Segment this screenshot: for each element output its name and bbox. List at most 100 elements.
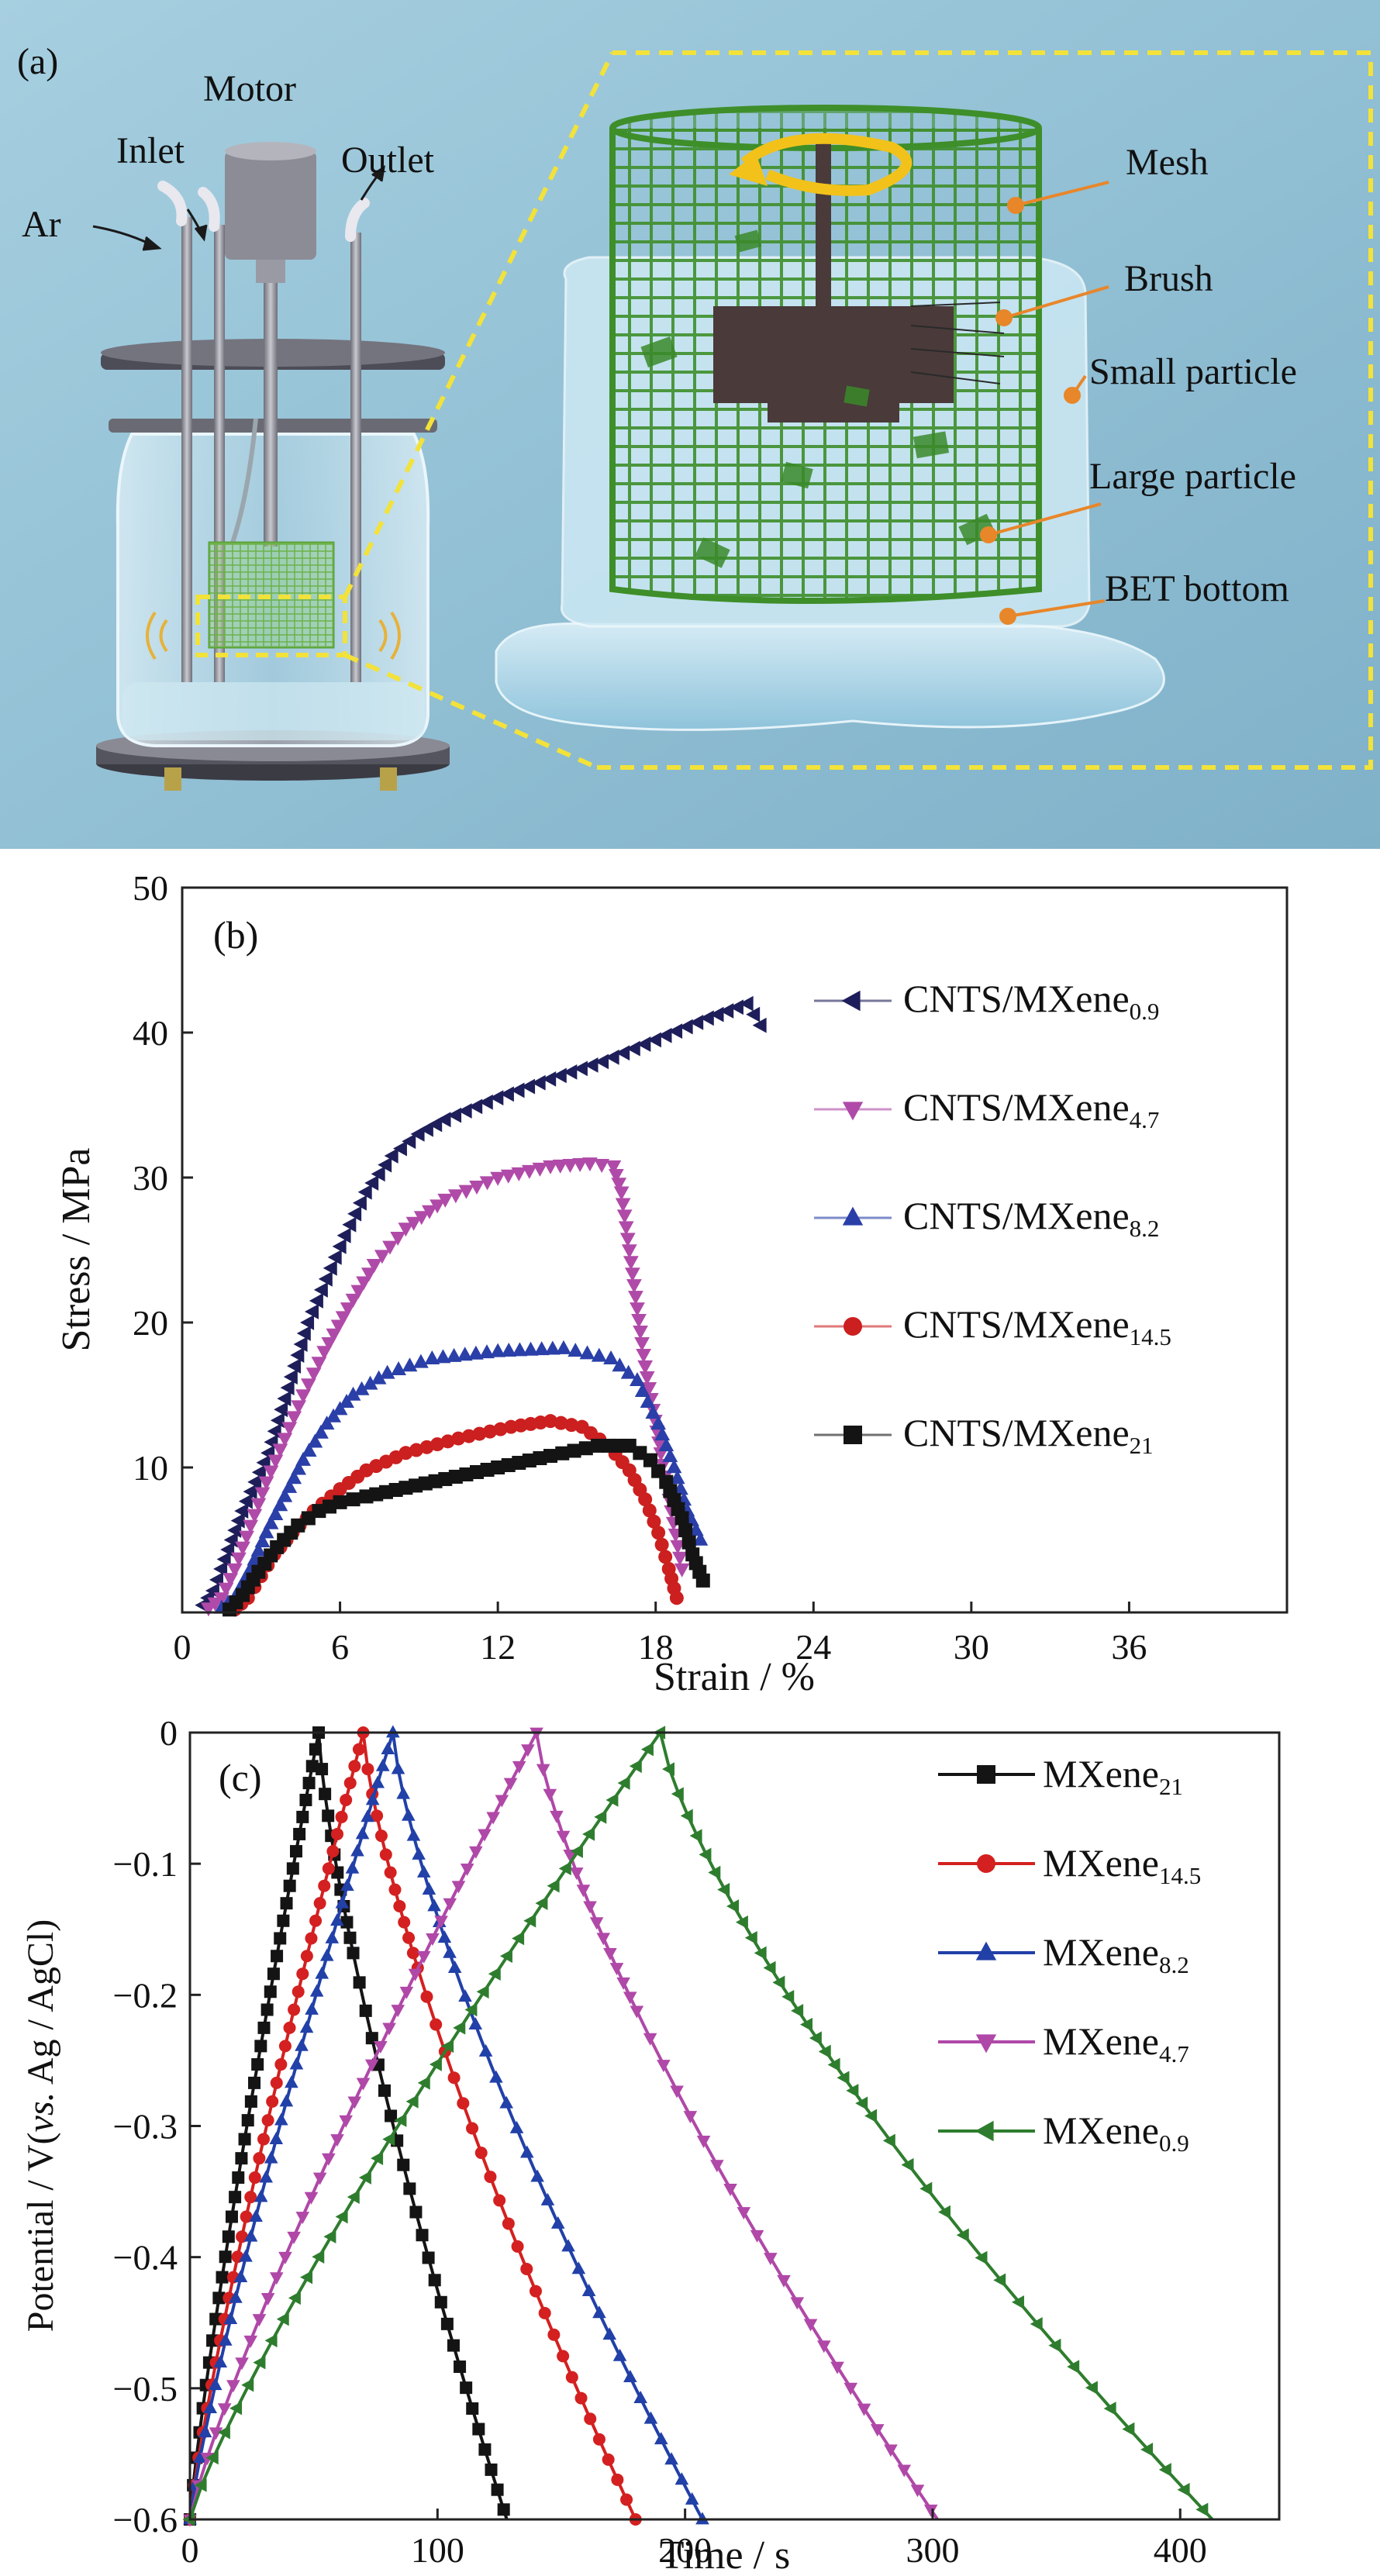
data-point [938, 2205, 951, 2219]
data-point [390, 1231, 406, 1246]
data-point [540, 2192, 555, 2205]
data-point [260, 2292, 275, 2305]
data-point [342, 1216, 357, 1233]
label-ar: Ar [22, 204, 61, 245]
data-point [263, 1465, 279, 1480]
data-point [406, 1947, 419, 1960]
y-tick-label: −0.2 [113, 1975, 178, 2015]
data-point [264, 2333, 278, 2348]
data-point [223, 1532, 238, 1548]
data-point [564, 1418, 579, 1433]
data-point [493, 1422, 508, 1436]
data-point [283, 1369, 298, 1385]
data-point [596, 1933, 611, 1946]
data-point [346, 1492, 361, 1507]
data-point [288, 2291, 301, 2305]
data-point [803, 2319, 818, 2332]
data-point [319, 1948, 334, 1961]
data-point [499, 1949, 512, 1964]
data-point [291, 1518, 305, 1533]
data-point [274, 1402, 288, 1418]
data-point [592, 2433, 605, 2446]
data-point [267, 1505, 284, 1520]
data-point [300, 1378, 316, 1393]
y-tick-label: 50 [133, 868, 168, 908]
data-point [239, 2249, 253, 2262]
enlarged-basket [495, 105, 1165, 731]
data-point [366, 1259, 382, 1273]
data-point [345, 1860, 360, 1874]
data-point [458, 1185, 474, 1199]
data-point [251, 1464, 266, 1481]
data-point [643, 2033, 657, 2046]
label-small-particle: Small particle [1089, 351, 1297, 392]
data-point [616, 1045, 630, 1061]
data-point [375, 1758, 390, 1771]
data-point [247, 1509, 263, 1523]
series-0.9 [195, 995, 767, 1613]
data-point [381, 1742, 395, 1755]
data-point [232, 2171, 245, 2185]
data-point [488, 1967, 501, 1981]
data-point [654, 1426, 671, 1441]
data-point [654, 2432, 668, 2445]
data-point [422, 2251, 435, 2264]
data-point [631, 1314, 647, 1329]
data-point [410, 1126, 425, 1142]
data-point [287, 2231, 301, 2244]
data-point [229, 2290, 243, 2303]
data-point [544, 1340, 561, 1355]
data-point [296, 1326, 311, 1341]
legend-label: CNTS/MXene14.5 [903, 1302, 1171, 1350]
data-point [261, 2114, 274, 2127]
data-point [458, 1989, 472, 2002]
data-point [478, 1094, 493, 1110]
data-point [530, 1727, 543, 1740]
data-point [489, 1090, 504, 1106]
data-point [669, 1470, 685, 1485]
data-point [398, 1446, 413, 1460]
data-point [220, 1542, 235, 1557]
data-point [371, 1775, 385, 1788]
data-point [277, 1433, 293, 1447]
data-point [482, 1424, 497, 1439]
data-point [409, 2205, 423, 2219]
data-point [409, 1443, 423, 1457]
data-point [495, 1795, 509, 1808]
data-point [451, 1431, 466, 1446]
data-point [326, 1408, 341, 1422]
data-point [837, 2071, 850, 2085]
data-point [299, 2020, 314, 2033]
data-point [662, 1448, 678, 1463]
data-point [647, 1032, 661, 1048]
legend-label: CNTS/MXene8.2 [903, 1194, 1159, 1242]
data-point [501, 1458, 516, 1473]
data-point [238, 2133, 251, 2146]
data-point [405, 1216, 422, 1231]
y-tick-label: −0.5 [113, 2369, 178, 2409]
data-point [579, 1345, 595, 1360]
data-point [318, 1879, 331, 1892]
data-point [274, 2058, 288, 2071]
data-point [1085, 2381, 1098, 2395]
data-point [522, 1454, 536, 1468]
data-point [391, 2005, 405, 2018]
data-point [561, 2239, 575, 2252]
data-point [651, 1464, 666, 1478]
data-point [322, 2153, 336, 2166]
data-point [435, 1349, 451, 1364]
data-point [536, 1764, 550, 1777]
data-point [511, 2240, 524, 2253]
label-brush: Brush [1124, 258, 1213, 299]
data-point [633, 1446, 647, 1460]
data-point [326, 1845, 340, 1858]
data-point [358, 2171, 371, 2185]
data-point [441, 2039, 454, 2054]
data-point [327, 1249, 342, 1265]
legend-marker [975, 2034, 997, 2054]
data-point [364, 2059, 379, 2072]
data-point [1177, 2482, 1190, 2497]
data-point [258, 1524, 274, 1539]
data-point [615, 1198, 631, 1212]
data-point [428, 2274, 441, 2287]
